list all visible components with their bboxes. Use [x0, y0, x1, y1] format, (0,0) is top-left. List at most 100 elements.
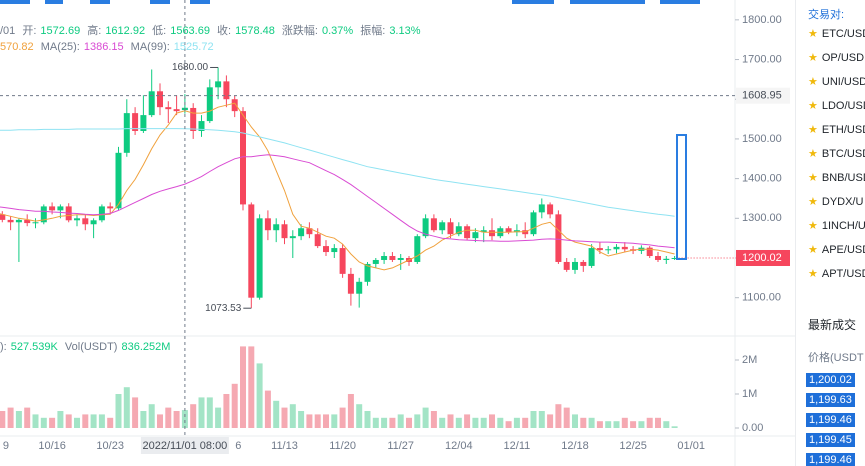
pair[interactable]: 1INCH/U: [808, 219, 865, 232]
volume-bar: [364, 411, 371, 428]
candle-body: [547, 204, 554, 215]
volume-bar: [215, 407, 222, 428]
pair[interactable]: OP/USD: [808, 51, 864, 64]
ma-header: 570.82 MA(25): 1386.15 MA(99): 1525.72: [0, 41, 218, 53]
volume-header: ): 527.539K Vol(USDT) 836.252M: [0, 341, 174, 353]
trade-price: 1,199.45: [806, 433, 855, 447]
plot: 1100.001200.001300.001400.001500.001600.…: [0, 0, 790, 454]
section-title: 交易对:: [808, 9, 845, 21]
candle-body: [57, 206, 64, 211]
last-price: 1200.02: [742, 252, 782, 264]
value: 1578.48: [235, 25, 275, 37]
y-tick-label: 1300.00: [742, 212, 782, 224]
y-tick-label: 1700.00: [742, 53, 782, 65]
volume-bar: [547, 414, 554, 428]
value: 836.252M: [121, 341, 171, 353]
volume-bar: [489, 414, 495, 428]
candle-body: [264, 218, 271, 231]
candle-body: [0, 214, 6, 220]
annotation: 1680.00: [172, 62, 209, 73]
volume-bar: [372, 417, 379, 428]
candle-body: [273, 224, 280, 231]
volume-bar: [98, 414, 105, 428]
candle-body: [572, 261, 578, 270]
volume-bar: [505, 421, 512, 428]
label: 低:: [152, 25, 167, 37]
volume-bar: [447, 414, 454, 428]
volume-bar: [49, 417, 56, 428]
volume-bar: [572, 414, 578, 428]
last-price-box: [736, 249, 790, 266]
x-tick-label: 12/25: [619, 440, 647, 452]
volume-bar: [298, 411, 305, 428]
pair[interactable]: BTC/USD: [808, 147, 865, 160]
pair[interactable]: ETC/USD: [808, 27, 865, 40]
volume-bar: [323, 414, 329, 428]
candle-body: [215, 81, 222, 88]
volume-bar: [621, 417, 628, 428]
crosshair-date: 2022/11/01 08:00: [142, 440, 227, 452]
candle-body: [115, 152, 122, 209]
toolbar-button[interactable]: [660, 0, 700, 4]
candle-body: [223, 81, 230, 100]
y-tick-label: 1M: [742, 388, 757, 400]
candle-body: [281, 224, 288, 239]
value: 1612.92: [105, 25, 146, 37]
volume-bar: [655, 417, 661, 428]
toolbar-button[interactable]: [150, 0, 170, 4]
candle-body: [480, 230, 487, 233]
volume-bar: [157, 414, 163, 428]
drawing-rectangle[interactable]: [676, 134, 687, 260]
candle-body: [464, 226, 471, 239]
toolbar-button[interactable]: [90, 0, 110, 4]
label: ):: [0, 341, 7, 353]
candle-body: [580, 261, 587, 266]
x-tick-label: 9: [3, 440, 9, 452]
toolbar-button[interactable]: [45, 0, 63, 4]
volume-bar: [646, 417, 653, 428]
volume-bar: [580, 417, 587, 428]
chart: 1100.001200.001300.001400.001500.001600.…: [0, 0, 795, 466]
pair[interactable]: DYDX/U: [808, 195, 864, 208]
volume-bar: [90, 414, 97, 428]
x-tick-label: 12/11: [504, 440, 531, 452]
candle-body: [256, 218, 263, 298]
pair[interactable]: LDO/USD: [808, 99, 865, 112]
y-tick-label: 1800.00: [742, 14, 782, 26]
volume-bar: [588, 417, 595, 428]
date: /01: [0, 25, 16, 37]
toolbar-button[interactable]: [190, 0, 210, 4]
volume-bar: [165, 407, 172, 428]
candle-body: [397, 257, 404, 260]
volume-bar: [397, 414, 404, 428]
pair[interactable]: UNI/USD: [808, 75, 865, 88]
toolbar-button[interactable]: [512, 0, 554, 4]
volume-bar: [522, 417, 529, 428]
volume-bar: [347, 394, 354, 428]
trade-price: 1,199.46: [806, 453, 855, 466]
toolbar-button[interactable]: [570, 0, 645, 4]
ma-line: [0, 128, 675, 217]
candle-body: [107, 206, 114, 209]
crosshair-date-box: [140, 437, 229, 454]
toolbar-button[interactable]: [0, 0, 30, 4]
volume-bar: [306, 414, 313, 428]
annotation: 1073.53: [205, 303, 242, 314]
value: 1525.72: [173, 41, 214, 53]
volume-bar: [32, 414, 39, 428]
volume-bar: [630, 421, 637, 428]
legend-label: MA(25):: [40, 41, 80, 53]
volume-bar: [605, 421, 612, 428]
pair[interactable]: ETH/USD: [808, 123, 865, 136]
pair[interactable]: BNB/USD: [808, 171, 865, 184]
volume-bar: [356, 404, 363, 428]
pair[interactable]: APE/USD: [808, 243, 865, 256]
label: 高:: [87, 25, 102, 37]
crosshair-price: 1608.95: [742, 90, 782, 102]
candle-body: [248, 204, 255, 298]
candle-body: [165, 107, 172, 110]
volume-bar: [538, 411, 545, 428]
candle-body: [447, 222, 454, 235]
ma-line: [0, 102, 675, 271]
pair[interactable]: APT/USD: [808, 267, 865, 280]
